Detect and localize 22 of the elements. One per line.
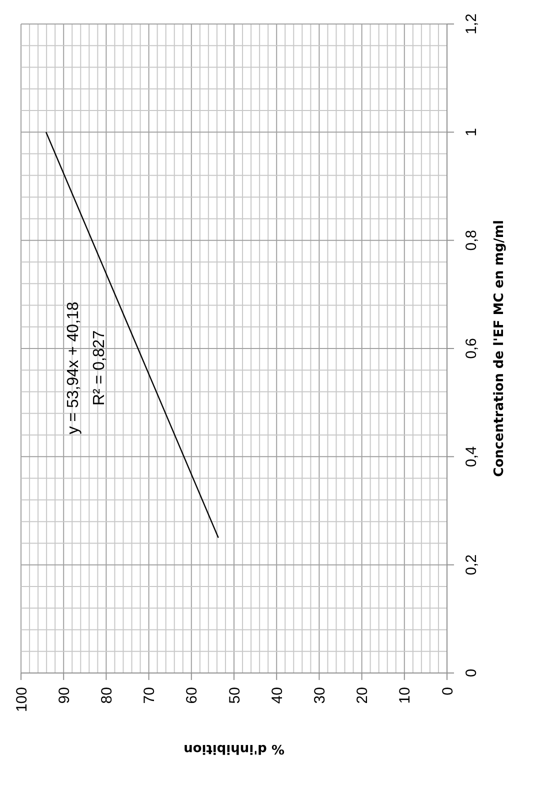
x-axis-title: % d'inhibition bbox=[184, 741, 284, 756]
annotation: y = 53,94x + 40,18 bbox=[65, 302, 82, 434]
y-tick-label: 0,2 bbox=[463, 554, 480, 576]
annotation: R² = 0,827 bbox=[91, 330, 108, 406]
x-tick-label: 30 bbox=[311, 687, 328, 704]
x-tick-label: 0 bbox=[439, 687, 456, 696]
x-tick-label: 90 bbox=[56, 687, 73, 704]
x-tick-label: 50 bbox=[226, 687, 244, 704]
x-tick-label: 70 bbox=[141, 687, 158, 704]
y-axis-title: Concentration de l'EF MC en mg/ml bbox=[492, 220, 507, 477]
x-tick-label: 80 bbox=[98, 687, 116, 704]
y-tick-label: 0 bbox=[463, 668, 480, 678]
x-tick-label: 20 bbox=[354, 687, 372, 704]
x-tick-label: 100 bbox=[13, 687, 30, 712]
x-tick-label: 60 bbox=[184, 687, 201, 704]
x-tick-label: 10 bbox=[396, 687, 414, 704]
y-tick-label: 0,6 bbox=[463, 338, 480, 359]
y-tick-label: 0,4 bbox=[463, 446, 480, 468]
y-tick-label: 1,2 bbox=[463, 14, 480, 34]
y-tick-label: 1 bbox=[463, 128, 480, 136]
y-tick-label: 0,8 bbox=[463, 230, 480, 251]
x-tick-label: 40 bbox=[268, 687, 286, 704]
